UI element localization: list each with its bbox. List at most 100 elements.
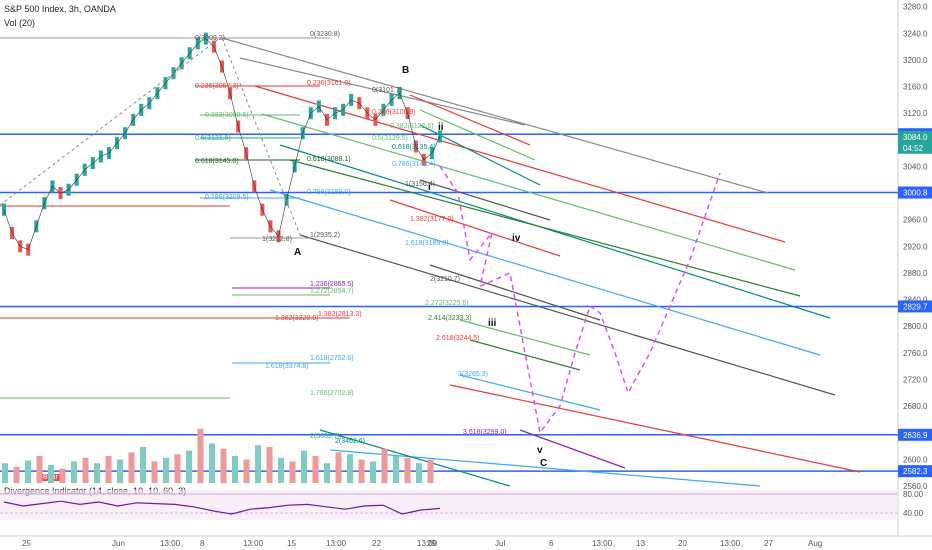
time-tick: 6 — [549, 539, 554, 548]
time-tick: 13:00 — [326, 539, 347, 548]
volume-bar — [289, 461, 296, 483]
fib-label: 0.786(3144.4) — [392, 161, 436, 168]
price-box — [898, 131, 932, 144]
time-tick: 13:00 — [243, 539, 264, 548]
volume-bar — [128, 452, 135, 483]
price-box — [898, 428, 932, 441]
wave-label: v — [537, 445, 543, 456]
volume-bar — [186, 450, 192, 483]
volume-label: Vol (20) — [4, 18, 36, 28]
time-tick: 29 — [427, 539, 436, 548]
volume-bar — [243, 459, 250, 483]
indicator-tick: 40.00 — [903, 509, 924, 518]
fib-label: 2.414(3233.3) — [428, 315, 472, 322]
channel-line — [299, 234, 836, 396]
time-tick: Jun — [112, 539, 125, 548]
volume-bar — [416, 463, 422, 483]
channel-line — [419, 109, 536, 161]
price-line — [3, 38, 441, 251]
time-tick: 13:00 — [160, 539, 181, 548]
channel-line — [289, 159, 801, 297]
fib-label: 1(3156.4) — [405, 181, 435, 188]
time-tick: 13:00 — [417, 539, 438, 548]
volume-bar — [335, 452, 342, 483]
fib-label: 0.618(3135.4) — [392, 144, 436, 151]
price-tick: 3160.0 — [903, 83, 928, 92]
volume-bar — [48, 465, 54, 483]
time-tick: 22 — [372, 539, 381, 548]
volume-bar — [71, 461, 77, 483]
price-tick: 3120.0 — [903, 109, 928, 118]
volume-bar — [209, 443, 215, 483]
channel-line — [319, 429, 511, 487]
fib-label: 3.618(3299.0) — [463, 429, 507, 436]
fib-label: 1(3232.8) — [262, 236, 292, 243]
fib-label: 0(3009.2) — [195, 35, 225, 42]
channel-line — [279, 144, 831, 319]
price-tick: 3200.0 — [903, 56, 928, 65]
time-tick: Aug — [808, 539, 822, 548]
fib-label: 2.272(3225.6) — [425, 300, 469, 307]
fib-label: 0.618(3088.1) — [307, 156, 351, 163]
channel-line — [459, 374, 601, 411]
fib-label: 0.786(3159.0) — [307, 189, 351, 196]
price-tick: 2840.0 — [903, 296, 928, 305]
time-tick: 13 — [636, 539, 645, 548]
time-tick: 13:00 — [720, 539, 741, 548]
price-box — [898, 186, 932, 199]
price-box — [898, 465, 932, 478]
dashed-trend — [221, 37, 301, 236]
fib-label: 2.618(3244.5) — [436, 335, 480, 342]
volume-bar — [347, 454, 353, 483]
channel-line — [409, 94, 531, 146]
price-tick: 2680.0 — [903, 402, 928, 411]
time-tick: 13:00 — [592, 539, 613, 548]
fib-label: 3(3265.3) — [458, 371, 488, 378]
price-box-label: 2636.9 — [903, 431, 928, 440]
channel-line — [389, 199, 561, 257]
price-tick: 2600.0 — [903, 455, 928, 464]
time-tick: 15 — [287, 539, 296, 548]
price-box — [898, 141, 932, 154]
fib-label: 1.786(2702.9) — [310, 390, 354, 397]
volume-bar — [427, 459, 434, 483]
fib-label: 0(3101.7) — [372, 87, 402, 94]
volume-bar — [266, 447, 273, 483]
chart-title: S&P 500 Index, 3h, OANDA — [4, 4, 116, 14]
price-box-label: 2582.3 — [903, 467, 928, 476]
channel-line — [269, 189, 821, 356]
volume-bar — [105, 456, 112, 483]
volume-bar — [301, 450, 307, 483]
channel-line — [429, 264, 601, 321]
price-box-label: 2829.7 — [903, 302, 928, 311]
price-axis-bg — [898, 0, 932, 550]
fib-label: 0.618(3145.0) — [195, 158, 239, 165]
fib-label: 2(3210.7) — [430, 276, 460, 283]
volume-bar — [117, 459, 123, 483]
volume-bar — [140, 447, 146, 483]
fib-label: 1.618(2752.6) — [310, 355, 354, 362]
price-box-label: 3084.0 — [903, 133, 928, 142]
price-tick: 2720.0 — [903, 375, 928, 384]
wave-label: iii — [488, 318, 497, 329]
fib-label: 1.618(3374.8) — [265, 363, 309, 370]
volume-bar — [36, 456, 43, 483]
fib-label: 0.5(3131.6) — [195, 135, 231, 142]
time-tick: Jul — [495, 539, 505, 548]
projection-path — [439, 166, 721, 435]
wave-label: C — [540, 458, 547, 469]
indicator-tick: 80.00 — [903, 490, 924, 499]
time-tick: 27 — [764, 539, 773, 548]
price-tick: 3280.0 — [903, 3, 928, 12]
channel-line — [261, 113, 796, 271]
volume-bar — [163, 457, 169, 483]
volume-bar — [2, 463, 8, 483]
wave-label: B — [402, 65, 409, 76]
channel-line — [449, 384, 861, 473]
volume-bar — [220, 448, 227, 483]
wave-label: iv — [512, 233, 521, 244]
indicator-band — [0, 490, 898, 520]
fib-label: 1.382(2813.3) — [318, 311, 362, 318]
channel-line — [329, 449, 761, 487]
